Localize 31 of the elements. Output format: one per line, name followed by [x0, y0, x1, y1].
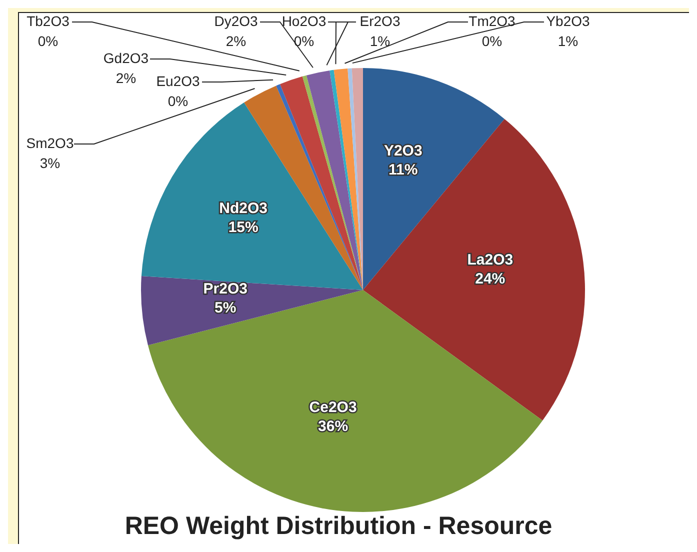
slice-label: Dy2O3 — [214, 13, 258, 29]
data-label: 0% — [482, 33, 502, 49]
slice-label: Yb2O3 — [546, 13, 590, 29]
slice-label: Sm2O3 — [26, 135, 74, 151]
data-label: 0% — [168, 93, 188, 109]
data-label: 0% — [294, 33, 314, 49]
data-label: 2% — [116, 70, 136, 86]
data-label: 1% — [558, 33, 578, 49]
slice-label: Pr2O3 — [203, 280, 248, 298]
slice-label: Ce2O3 — [309, 398, 357, 416]
text: REO Weight Distribution - Resource — [124, 512, 554, 541]
pie-slice — [363, 118, 585, 420]
data-label: 11% — [388, 162, 418, 179]
data-label: 15% — [228, 219, 258, 236]
slice-label: Y2O3 — [384, 142, 422, 160]
data-label: 24% — [475, 270, 506, 288]
data-label: 5% — [214, 300, 236, 317]
data-label: 1% — [370, 33, 390, 49]
slice-label: Er2O3 — [360, 13, 400, 29]
slice-label: Ho2O3 — [282, 13, 326, 29]
slice-label: Tb2O3 — [26, 13, 70, 29]
slice-label: Nd2O3 — [219, 200, 268, 218]
slice-label: La2O3 — [467, 251, 514, 268]
slice-label: Eu2O3 — [156, 73, 200, 89]
data-label: 36% — [318, 418, 348, 435]
data-label: 3% — [40, 155, 60, 171]
slice-label: Tm2O3 — [468, 13, 516, 29]
data-label: 2% — [226, 33, 246, 49]
data-label: 0% — [38, 33, 58, 49]
slice-label: Gd2O3 — [103, 50, 149, 66]
pie-slice — [141, 276, 363, 346]
